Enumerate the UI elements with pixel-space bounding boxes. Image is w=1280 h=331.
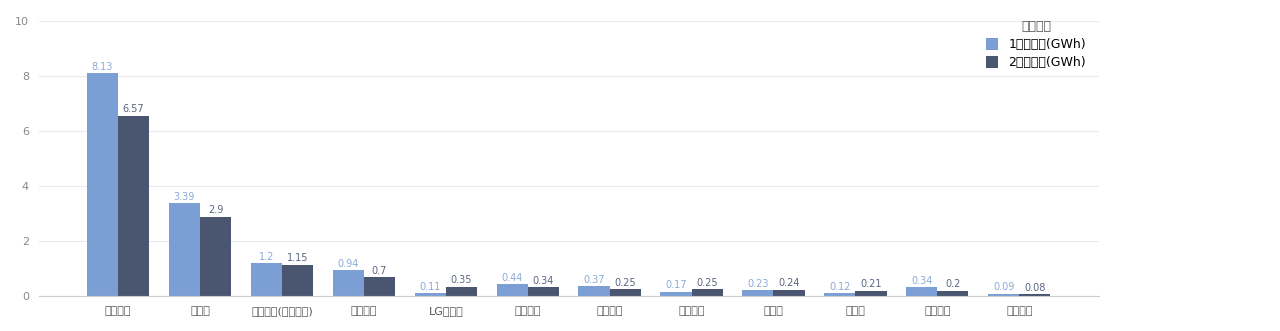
Bar — [660, 292, 691, 296]
Text: 0.37: 0.37 — [584, 275, 605, 285]
Text: 0.7: 0.7 — [371, 266, 387, 276]
Text: 1.2: 1.2 — [259, 252, 274, 262]
Text: 0.34: 0.34 — [911, 276, 932, 286]
Bar — [1019, 294, 1051, 296]
Bar — [773, 290, 805, 296]
Text: 0.12: 0.12 — [829, 282, 851, 292]
Bar — [497, 284, 527, 296]
Bar — [364, 277, 396, 296]
Text: 6.57: 6.57 — [123, 104, 145, 115]
Bar — [855, 291, 887, 296]
Bar — [691, 289, 723, 296]
Text: 0.35: 0.35 — [451, 275, 472, 285]
Text: 0.11: 0.11 — [420, 282, 440, 292]
Bar — [579, 286, 609, 296]
Bar — [200, 216, 232, 296]
Bar — [906, 287, 937, 296]
Text: 0.25: 0.25 — [614, 278, 636, 288]
Bar — [445, 287, 477, 296]
Text: 1.15: 1.15 — [287, 253, 308, 263]
Text: 0.34: 0.34 — [532, 276, 554, 286]
Text: 0.17: 0.17 — [666, 280, 687, 290]
Bar — [824, 293, 855, 296]
Bar — [333, 270, 364, 296]
Text: 0.08: 0.08 — [1024, 283, 1046, 293]
Text: 0.21: 0.21 — [860, 279, 882, 289]
Bar — [988, 294, 1019, 296]
Text: 0.44: 0.44 — [502, 273, 522, 283]
Bar — [742, 290, 773, 296]
Bar — [527, 287, 559, 296]
Bar — [937, 291, 969, 296]
Bar — [169, 203, 200, 296]
Text: 2.9: 2.9 — [207, 205, 223, 215]
Text: 3.39: 3.39 — [174, 192, 195, 202]
Legend: 1月装车量(GWh), 2月装车量(GWh): 1月装车量(GWh), 2月装车量(GWh) — [979, 14, 1092, 75]
Bar — [251, 263, 282, 296]
Text: 8.13: 8.13 — [92, 62, 113, 71]
Text: 0.23: 0.23 — [748, 279, 769, 289]
Text: 0.09: 0.09 — [993, 282, 1015, 292]
Bar — [118, 116, 150, 296]
Text: 0.94: 0.94 — [338, 259, 358, 269]
Text: 0.24: 0.24 — [778, 278, 800, 288]
Text: 0.25: 0.25 — [696, 278, 718, 288]
Bar — [415, 293, 445, 296]
Bar — [87, 73, 118, 296]
Bar — [609, 289, 641, 296]
Text: 0.2: 0.2 — [945, 279, 960, 289]
Bar — [282, 265, 314, 296]
